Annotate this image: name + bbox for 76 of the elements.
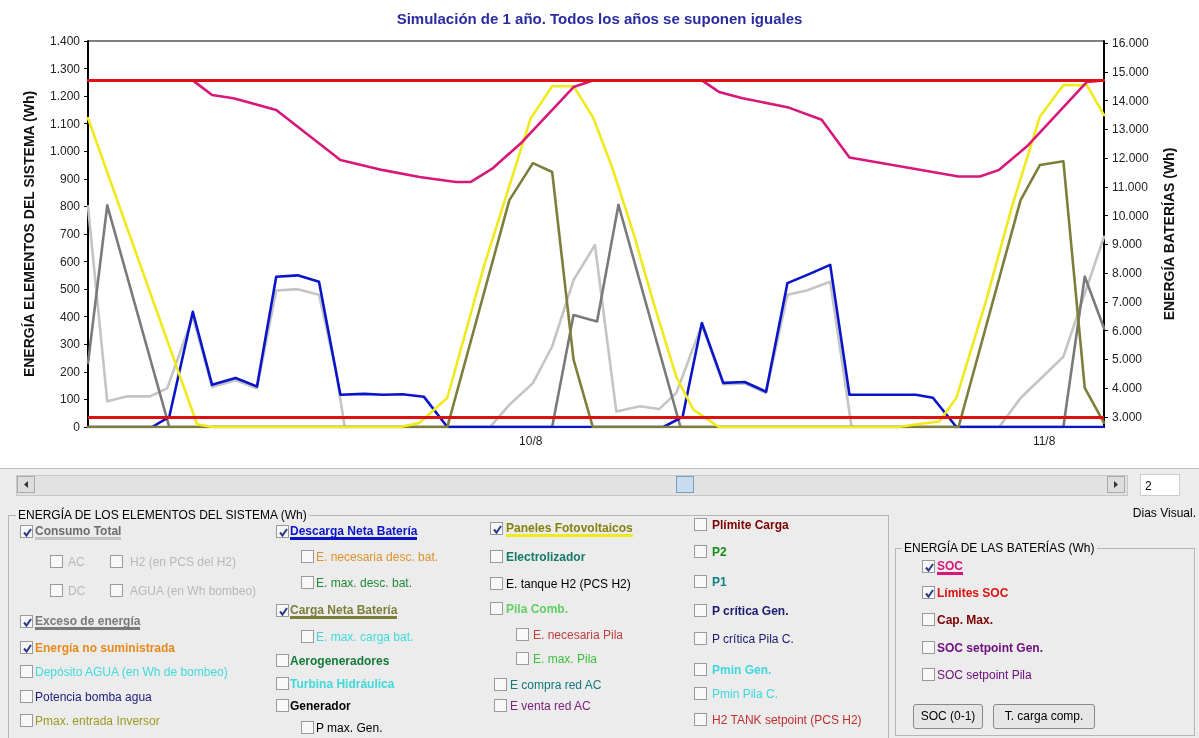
text: E compra red AC <box>510 678 602 692</box>
y2-tick-label: 10.000 <box>1112 208 1150 223</box>
y2-tick-label: 13.000 <box>1112 122 1150 137</box>
y-axis-title: ENERGÍA ELEMENTOS DEL SISTEMA (Wh) <box>21 90 37 378</box>
y-tick-label: 1.300 <box>49 61 81 76</box>
y-tick-label: 1.200 <box>49 89 81 104</box>
y2-tick-label: 16.000 <box>1112 36 1150 51</box>
text: Límites SOC <box>937 586 1009 600</box>
text: Potencia bomba agua <box>35 690 152 704</box>
y-tick-label: 400 <box>59 309 81 324</box>
text: Cap. Max. <box>937 613 994 627</box>
text: E. max. desc. bat. <box>316 576 413 590</box>
text: Dias Visual. <box>1132 506 1196 520</box>
y2-tick-label: 12.000 <box>1112 151 1150 166</box>
text: P max. Gen. <box>316 721 383 735</box>
y-tick-label: 300 <box>59 337 81 352</box>
text: Electrolizador <box>506 550 586 564</box>
y2-tick-label: 8.000 <box>1112 266 1143 281</box>
text: E. necesaria desc. bat. <box>316 550 439 564</box>
text: SOC <box>937 559 964 573</box>
text: Consumo Total <box>35 524 122 538</box>
text: Pmax. entrada Inversor <box>35 714 160 728</box>
y-tick-label: 900 <box>59 171 81 186</box>
text: Pmin Pila C. <box>712 687 779 701</box>
text: ENERGÍA DE LAS BATERÍAS (Wh) <box>902 541 1097 555</box>
y-tick-label: 600 <box>59 254 81 269</box>
y-tick-label: 800 <box>59 199 81 214</box>
text: E. tanque H2 (PCS H2) <box>506 577 631 591</box>
x-tick-label: 10/8 <box>519 434 543 448</box>
button: SOC (0-1) <box>913 704 983 729</box>
text: Carga Neta Batería <box>290 603 398 617</box>
button: T. carga comp. <box>993 704 1095 729</box>
y-tick-label: 0 <box>73 420 81 434</box>
text: SOC setpoint Pila <box>937 668 1032 682</box>
y2-tick-label: 11.000 <box>1112 179 1149 194</box>
y2-tick-label: 5.000 <box>1112 352 1143 367</box>
text: P crítica Pila C. <box>712 632 794 646</box>
y2-tick-label: 7.000 <box>1112 294 1143 309</box>
y2-tick-label: 9.000 <box>1112 237 1143 252</box>
text: E. necesaria Pila <box>533 628 624 642</box>
y-tick-label: 700 <box>59 227 81 241</box>
text: H2 TANK setpoint (PCS H2) <box>712 713 862 727</box>
y2-axis-title: ENERGÍA BATERÍAS (Wh) <box>1161 147 1177 321</box>
y-tick-label: 1.000 <box>49 144 81 159</box>
text-field: 2 <box>1140 474 1180 496</box>
y-tick-label: 200 <box>59 364 81 379</box>
text: Pmin Gen. <box>712 663 772 677</box>
y-tick-label: 500 <box>59 282 81 297</box>
text: Plímite Carga <box>712 518 789 532</box>
text: P2 <box>712 545 727 559</box>
text: Depósito AGUA (en Wh de bombeo) <box>35 665 228 679</box>
text: Generador <box>290 699 351 713</box>
text: P1 <box>712 575 727 589</box>
y-tick-label: 1.100 <box>49 116 81 131</box>
text: Aerogeneradores <box>290 654 390 668</box>
text: Exceso de energía <box>35 614 141 628</box>
text: P crítica Gen. <box>712 604 789 618</box>
y2-tick-label: 15.000 <box>1112 64 1150 79</box>
text: Turbina Hidráulica <box>290 677 395 691</box>
text: Descarga Neta Batería <box>290 524 418 538</box>
y2-tick-label: 3.000 <box>1112 409 1143 424</box>
text: Pila Comb. <box>506 602 569 616</box>
text: E venta red AC <box>510 699 591 713</box>
y-tick-label: 1.400 <box>49 34 81 48</box>
x-tick-label: 11/8 <box>1032 434 1056 448</box>
text: SOC setpoint Gen. <box>937 641 1044 655</box>
text: E. max. carga bat. <box>316 630 414 644</box>
chart-title: Simulación de 1 año. Todos los años se suponen iguales <box>396 10 803 27</box>
text: Energía no suministrada <box>35 641 176 655</box>
text: Paneles Fotovoltaicos <box>506 521 633 535</box>
y2-tick-label: 6.000 <box>1112 323 1143 338</box>
y2-tick-label: 4.000 <box>1112 381 1143 396</box>
text: E. max. Pila <box>533 652 598 666</box>
y2-tick-label: 14.000 <box>1112 93 1150 108</box>
y-tick-label: 100 <box>59 392 81 407</box>
text: ENERGÍA DE LOS ELEMENTOS DEL SISTEMA (Wh) <box>16 508 309 522</box>
